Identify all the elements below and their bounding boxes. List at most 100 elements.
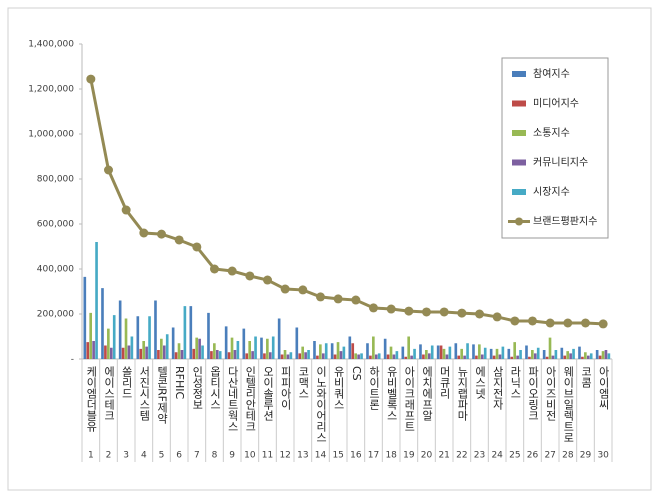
bar <box>177 343 181 359</box>
x-number-label: 26 <box>527 451 539 461</box>
legend-box <box>501 57 609 239</box>
bar <box>183 306 187 359</box>
x-tick-label: 에이스테크 <box>103 366 116 421</box>
bar <box>189 306 193 359</box>
y-tick-label: 1,000,000 <box>28 130 74 140</box>
bar <box>230 337 234 359</box>
bar <box>483 347 487 359</box>
bar <box>528 356 531 359</box>
bar <box>330 343 334 359</box>
bar <box>139 348 143 359</box>
line-marker <box>121 205 131 215</box>
x-tick-label: 피피아이 <box>279 366 292 411</box>
bar <box>586 355 590 359</box>
line-marker <box>492 312 502 322</box>
bar <box>439 345 443 359</box>
legend-swatch <box>512 71 526 77</box>
bar <box>454 343 458 359</box>
bar <box>227 352 231 359</box>
legend-swatch <box>512 189 526 195</box>
bar <box>286 354 290 359</box>
y-tick-label: 800,000 <box>37 175 74 185</box>
bar <box>595 350 599 359</box>
bar <box>501 346 505 359</box>
line-marker <box>227 266 237 276</box>
line-marker <box>475 309 484 319</box>
bar <box>121 347 125 359</box>
x-number-label: 27 <box>544 451 555 461</box>
bar <box>333 354 337 359</box>
x-number-label: 30 <box>597 451 609 461</box>
line-marker <box>439 307 449 317</box>
bar <box>374 354 378 359</box>
y-tick-label: 600,000 <box>37 220 74 230</box>
bar <box>174 352 178 359</box>
bar <box>195 337 198 359</box>
bar <box>516 355 519 359</box>
bar <box>101 288 104 359</box>
bar <box>277 318 281 359</box>
bar <box>551 355 555 359</box>
bar <box>165 334 169 359</box>
bar <box>142 341 145 359</box>
line-marker <box>404 306 414 316</box>
bar <box>324 343 328 359</box>
x-number-label: 5 <box>159 451 165 461</box>
bar <box>319 344 322 359</box>
x-number-label: 24 <box>491 451 503 461</box>
legend-swatch <box>512 159 526 166</box>
line-marker <box>210 264 219 274</box>
bar <box>466 343 469 359</box>
bar <box>419 344 422 359</box>
bar <box>569 353 572 359</box>
line-marker <box>192 242 202 252</box>
bar <box>266 338 269 359</box>
x-number-label: 4 <box>141 451 147 461</box>
bar <box>95 242 98 359</box>
bar <box>425 350 428 359</box>
bar <box>157 350 160 359</box>
bar <box>601 351 605 359</box>
x-tick-label: 유비쿼스 <box>332 366 345 410</box>
bar <box>313 341 316 359</box>
bar <box>218 351 222 359</box>
y-tick-label: - <box>71 355 74 365</box>
x-number-label: 25 <box>509 451 520 461</box>
x-tick-label: 인성정보 <box>191 366 204 410</box>
bar <box>607 353 611 359</box>
bar <box>104 345 107 359</box>
x-tick-label: 코맥스 <box>297 366 310 399</box>
x-tick-label: 아이엠씨 <box>597 366 610 410</box>
x-tick-label: 아이크래프트 <box>403 366 416 432</box>
bar <box>162 345 166 359</box>
line-marker <box>316 292 325 302</box>
line-marker <box>298 285 308 295</box>
bar <box>316 355 319 359</box>
legend-label: 미디어지수 <box>533 98 579 110</box>
line-marker <box>333 294 343 304</box>
bar <box>436 345 440 359</box>
x-tick-label: 오이솔루션 <box>262 366 275 421</box>
bar <box>107 328 110 359</box>
x-tick-label: 에치에프알 <box>421 366 434 421</box>
bar <box>445 354 449 359</box>
bar <box>383 338 387 359</box>
bar <box>339 351 343 359</box>
bar <box>366 343 369 359</box>
bar <box>589 353 593 359</box>
y-tick-label: 400,000 <box>37 265 74 275</box>
x-tick-label: 라닉스 <box>509 366 522 399</box>
bar <box>489 348 493 359</box>
x-tick-label: 인텔리안테크 <box>244 366 257 432</box>
x-tick-label: 서진시스템 <box>138 366 151 421</box>
line-marker <box>86 74 96 84</box>
bar <box>210 351 213 359</box>
bar <box>321 353 325 359</box>
bar <box>224 326 228 359</box>
bar <box>254 336 257 359</box>
bar <box>280 354 284 359</box>
x-tick-label: 파이오링크 <box>527 366 540 421</box>
x-tick-label: 하이트론 <box>368 365 381 410</box>
x-number-label: 17 <box>368 451 379 461</box>
legend-swatch <box>512 130 526 136</box>
